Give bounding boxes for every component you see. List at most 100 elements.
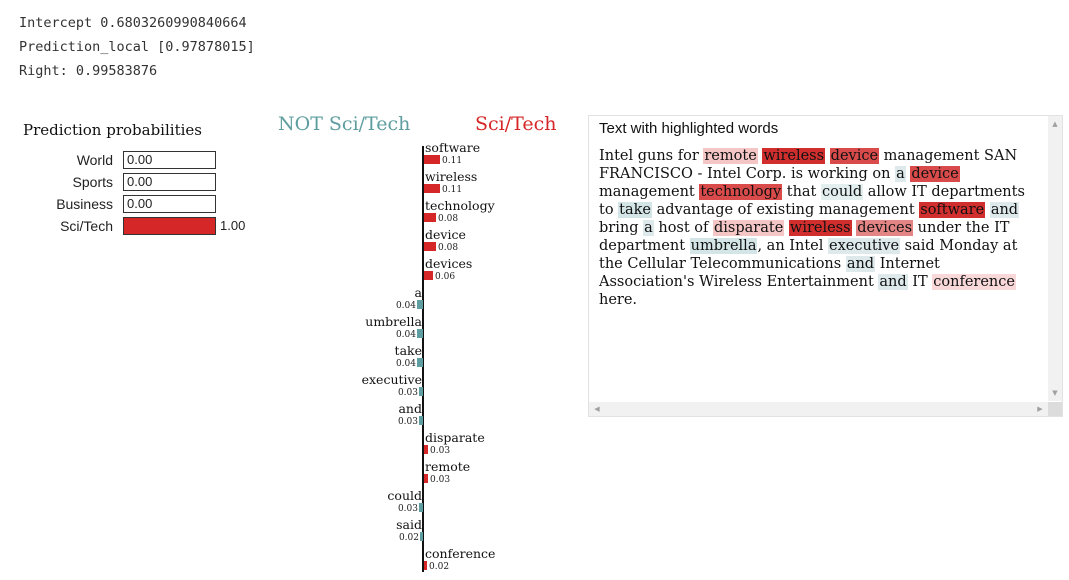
feature-value: 0.03 [397,417,418,427]
feature-value: 0.06 [435,272,456,282]
scroll-up-icon[interactable]: ▲ [1052,120,1058,128]
feature-value: 0.11 [442,185,463,195]
feature-bar [417,329,423,338]
probability-bar [123,217,216,235]
feature-value: 0.04 [395,359,416,369]
highlighted-word: devices [856,220,914,236]
highlighted-word: and [878,274,908,290]
probability-value: 0.00 [127,196,153,211]
feature-value: 0.03 [397,504,418,514]
feature-value: 0.04 [395,301,416,311]
feature-bar [424,155,440,164]
feature-bar [424,184,440,193]
highlighted-word: conference [932,274,1016,290]
feature-bar [424,474,428,483]
feature-label: take [394,343,422,358]
feature-label: conference [425,546,496,561]
feature-value: 0.08 [438,243,459,253]
prediction-local-line: Prediction_local [0.97878015] [19,39,255,55]
highlighted-word: a [895,166,906,182]
highlighted-word: umbrella [689,238,758,254]
scroll-down-icon[interactable]: ▼ [1052,389,1058,397]
highlighted-word: executive [828,238,901,254]
highlighted-word: wireless [762,148,826,164]
probability-value: 0.00 [127,152,153,167]
probability-value: 0.00 [127,174,153,189]
text-segment: Intel guns for [599,148,704,164]
highlighted-word: remote [703,148,758,164]
feature-label: executive [361,372,422,387]
text-segment: bring [599,220,644,236]
feature-label: said [396,517,422,532]
feature-label: software [425,140,481,155]
highlighted-word: wireless [788,220,852,236]
highlighted-word: disparate [713,220,785,236]
highlighted-word: device [910,166,960,182]
feature-bar [424,561,427,570]
prediction-probabilities-title: Prediction probabilities [23,121,202,139]
highlighted-word: device [829,148,880,164]
explanation-axis [422,146,424,572]
scroll-left-icon[interactable]: ◀ [594,405,600,413]
feature-label: devices [425,256,473,271]
feature-value: 0.03 [397,388,418,398]
feature-bar [419,503,423,512]
vertical-scrollbar[interactable]: ▲ ▼ [1048,116,1062,401]
text-segment: that [782,184,821,200]
horizontal-scrollbar[interactable]: ◀ ▶ [589,402,1048,416]
text-segment: , an Intel [757,238,829,254]
text-segment: here. [599,292,638,308]
feature-label: could [387,488,422,503]
highlighted-text: Intel guns for remote wireless device ma… [599,147,1039,309]
probability-label: Sci/Tech [60,218,113,234]
highlighted-word: take [618,202,653,218]
scroll-right-icon[interactable]: ▶ [1037,405,1043,413]
highlighted-word: a [643,220,654,236]
feature-value: 0.04 [395,330,416,340]
text-segment: said Monday at the Cellular Telecommunic… [599,238,1018,272]
probability-bar: 0.00 [123,151,216,169]
text-segment: allow IT departments to [599,184,1025,218]
text-segment: management [599,184,700,200]
probability-label: World [76,152,113,168]
feature-label: and [398,401,422,416]
feature-bar [424,445,428,454]
feature-value: 0.03 [430,475,451,485]
highlighted-word: could [821,184,864,200]
scrollbar-corner [1048,402,1062,416]
right-line: Right: 0.99583876 [19,63,158,79]
feature-label: wireless [425,169,478,184]
probability-value: 1.00 [220,218,246,233]
text-segment [825,148,830,164]
probability-bar: 0.00 [123,173,216,191]
feature-bar [424,242,436,251]
feature-bar [417,358,423,367]
text-segment: management SAN FRANCISCO - Intel Corp. i… [599,148,1018,182]
negative-class-label: NOT Sci/Tech [278,113,411,135]
feature-value: 0.02 [429,562,450,572]
feature-bar [419,416,423,425]
feature-value: 0.11 [442,156,463,166]
feature-label: technology [425,198,495,213]
highlighted-word: software [919,202,986,218]
feature-value: 0.03 [430,446,451,456]
feature-bar [419,387,423,396]
console-output: Intercept 0.6803260990840664 Prediction_… [19,13,255,85]
highlighted-text-panel[interactable]: Text with highlighted words Intel guns f… [588,115,1063,417]
text-segment: IT [907,274,933,290]
text-segment: under the IT department [599,220,1010,254]
feature-value: 0.08 [438,214,459,224]
probability-bar: 0.00 [123,195,216,213]
probability-bar-fill [124,218,215,234]
highlighted-word: and [989,202,1020,218]
probability-label: Sports [72,174,113,190]
feature-label: disparate [425,430,485,445]
probability-label: Business [56,196,113,212]
feature-label: umbrella [365,314,422,329]
text-panel-title: Text with highlighted words [599,120,779,137]
highlighted-word: and [845,256,876,272]
feature-bar [417,300,423,309]
feature-bar [420,532,423,541]
text-segment: advantage of existing management [652,202,920,218]
feature-bar [424,213,436,222]
